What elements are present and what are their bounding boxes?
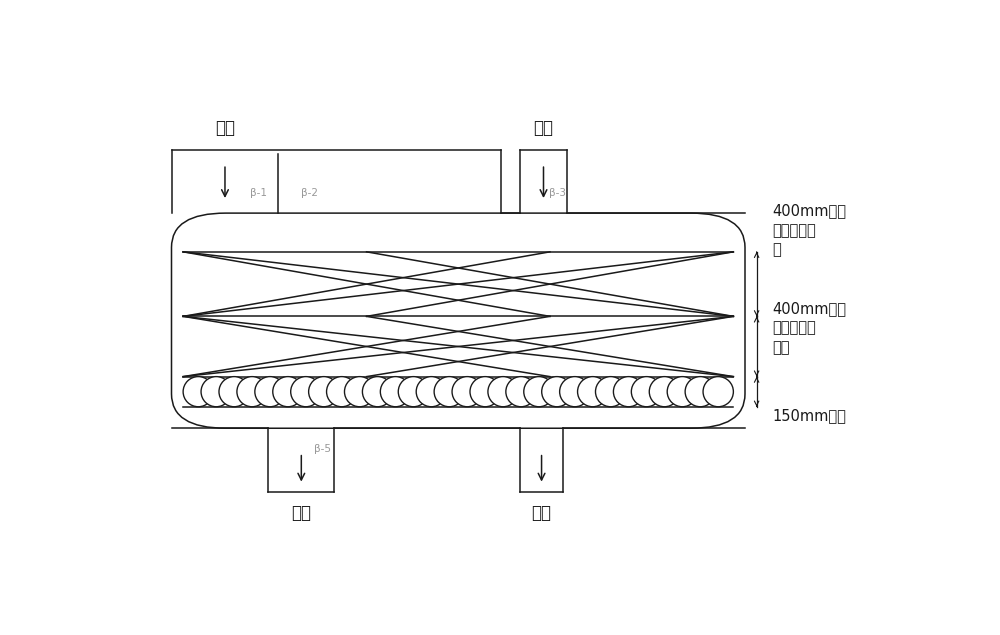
Ellipse shape: [470, 377, 500, 407]
Ellipse shape: [667, 377, 698, 407]
Ellipse shape: [416, 377, 447, 407]
Ellipse shape: [201, 377, 231, 407]
Text: 出口: 出口: [532, 504, 552, 522]
Ellipse shape: [183, 377, 213, 407]
Text: 400mm钓铝
复合型催化
剂: 400mm钓铝 复合型催化 剂: [772, 203, 846, 258]
Text: 150mm瓷球: 150mm瓷球: [772, 408, 846, 424]
Text: 入口: 入口: [534, 119, 554, 137]
Ellipse shape: [578, 377, 608, 407]
Text: 入口: 入口: [215, 119, 235, 137]
Ellipse shape: [703, 377, 733, 407]
Ellipse shape: [237, 377, 267, 407]
Ellipse shape: [452, 377, 482, 407]
Ellipse shape: [273, 377, 303, 407]
Text: β-5: β-5: [314, 444, 331, 454]
Ellipse shape: [219, 377, 249, 407]
Ellipse shape: [560, 377, 590, 407]
Text: 出口: 出口: [291, 504, 311, 522]
Ellipse shape: [255, 377, 285, 407]
Ellipse shape: [398, 377, 429, 407]
Ellipse shape: [685, 377, 715, 407]
Ellipse shape: [309, 377, 339, 407]
Ellipse shape: [613, 377, 644, 407]
Text: β-2: β-2: [301, 187, 318, 197]
Ellipse shape: [524, 377, 554, 407]
Ellipse shape: [327, 377, 357, 407]
Ellipse shape: [488, 377, 518, 407]
Text: β-1: β-1: [250, 187, 267, 197]
Ellipse shape: [291, 377, 321, 407]
Ellipse shape: [649, 377, 680, 407]
Text: 400mm常规
氧化铝基催
化剂: 400mm常规 氧化铝基催 化剂: [772, 301, 846, 356]
Ellipse shape: [506, 377, 536, 407]
Ellipse shape: [344, 377, 375, 407]
Ellipse shape: [362, 377, 393, 407]
Ellipse shape: [542, 377, 572, 407]
Ellipse shape: [595, 377, 626, 407]
Ellipse shape: [434, 377, 464, 407]
Text: β-3: β-3: [549, 187, 566, 197]
Ellipse shape: [380, 377, 411, 407]
FancyBboxPatch shape: [172, 213, 745, 428]
Ellipse shape: [631, 377, 662, 407]
